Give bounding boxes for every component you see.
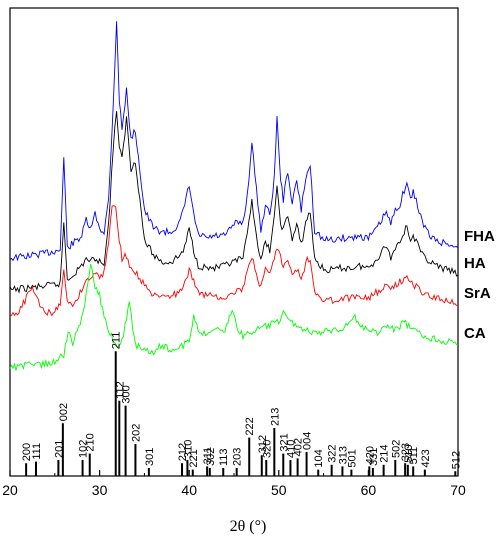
ref-peak-label: 423 <box>420 449 432 467</box>
ref-peak-label: 321 <box>278 433 290 451</box>
ref-peak-label: 410 <box>285 440 297 458</box>
ref-peak-label: 002 <box>58 403 70 421</box>
x-tick-label: 70 <box>450 482 466 498</box>
ref-peak-label: 312 <box>257 435 269 453</box>
x-axis: 20 30 40 50 60 70 <box>2 470 466 498</box>
series-line-fha <box>9 21 459 262</box>
series-label-ha: HA <box>464 255 486 272</box>
ref-peak-label: 212 <box>177 443 189 461</box>
series-labels: FHA HA SrA CA <box>464 228 495 342</box>
ref-peak-label: 222 <box>244 417 256 435</box>
x-axis-title: 2θ (°) <box>230 518 267 535</box>
ref-peak-label: 512 <box>450 451 462 469</box>
ref-peak-label: 310 <box>182 440 194 458</box>
series-line-sra <box>9 205 459 317</box>
series-label-fha: FHA <box>464 228 495 245</box>
ref-peak-label: 214 <box>379 444 391 462</box>
series-label-sra: SrA <box>464 285 491 302</box>
series-line-ca <box>9 264 459 371</box>
ref-peak-label: 004 <box>302 432 314 450</box>
x-tick-label: 60 <box>361 482 377 498</box>
plot-frame <box>9 7 459 477</box>
ref-peak-label: 202 <box>130 424 142 442</box>
ref-peak-label: 210 <box>85 433 97 451</box>
ref-peak-label: 320 <box>261 440 273 458</box>
ref-peak-label: 102 <box>78 440 90 458</box>
series-label-ca: CA <box>464 325 486 342</box>
ref-peak-label: 311 <box>202 447 214 465</box>
ref-peak-label: 113 <box>218 448 230 466</box>
ref-peak-label: 420 <box>364 446 376 464</box>
ref-peak-label: 104 <box>313 449 325 467</box>
ref-peak-label: 301 <box>144 448 156 466</box>
x-tick-label: 40 <box>181 482 197 498</box>
ref-peak-label: 331 <box>368 448 380 466</box>
ref-peak-label: 511 <box>408 447 420 465</box>
series-line-ha <box>9 111 459 294</box>
ref-peak-label: 502 <box>390 440 402 458</box>
ref-peak-label: 211 <box>111 332 123 350</box>
ref-peak-label: 402 <box>293 438 305 456</box>
ref-peak-label: 510 <box>403 444 415 462</box>
ref-peak-label: 203 <box>232 448 244 466</box>
x-tick-label: 30 <box>92 482 108 498</box>
ref-peak-label: 221 <box>188 449 200 467</box>
ref-peak-label: 313 <box>337 446 349 464</box>
ref-peak-label: 323 <box>400 443 412 461</box>
ref-peak-label: 302 <box>205 448 217 466</box>
ref-peak-label: 111 <box>31 443 43 460</box>
x-tick-label: 20 <box>2 482 18 498</box>
ref-peak-label: 112 <box>114 381 126 399</box>
ref-peak-label: 322 <box>327 444 339 462</box>
ref-peak-label: 200 <box>21 443 33 461</box>
plot-border <box>9 7 459 477</box>
ref-peak-label: 501 <box>346 449 358 467</box>
ref-peak-label: 300 <box>121 385 133 403</box>
ref-peak-label: 213 <box>269 408 281 426</box>
series-layer <box>9 21 459 371</box>
x-tick-label: 50 <box>271 482 287 498</box>
